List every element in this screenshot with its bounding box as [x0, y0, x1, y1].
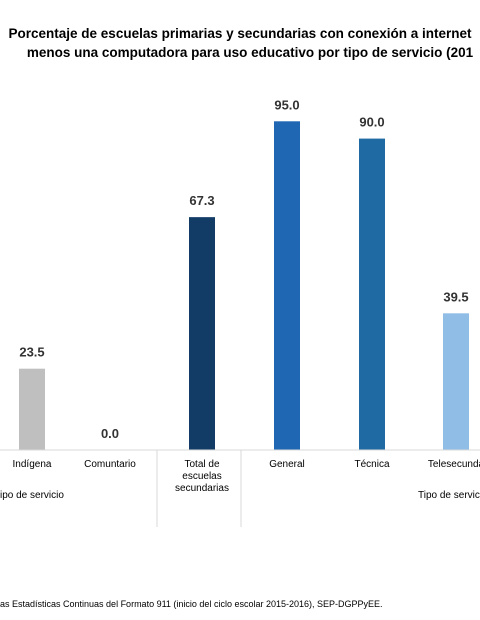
x-axis — [0, 449, 480, 527]
value-label-5: 39.5 — [443, 289, 468, 304]
bar-4 — [359, 138, 385, 450]
category-label-4-0: Técnica — [354, 459, 389, 470]
bar-0 — [19, 368, 45, 450]
category-label-3-0: General — [269, 459, 305, 470]
category-label-1-0: Comuntario — [84, 459, 136, 470]
category-label-5-0: Telesecunda — [428, 459, 480, 470]
value-label-3: 95.0 — [274, 97, 299, 112]
category-label-2-1: escuelas — [182, 471, 221, 482]
value-label-2: 67.3 — [189, 193, 214, 208]
bar-3 — [274, 121, 300, 451]
category-label-0-0: Indígena — [13, 459, 52, 470]
source-note: as Estadísticas Continuas del Formato 91… — [0, 599, 383, 609]
bars-group — [19, 121, 469, 451]
value-label-1: 0.0 — [101, 426, 119, 441]
group-label-secundarias: Tipo de servic — [418, 490, 480, 501]
value-label-4: 90.0 — [359, 115, 384, 130]
group-label-primarias: ipo de servicio — [0, 490, 64, 501]
value-label-0: 23.5 — [19, 345, 44, 360]
chart-title-line-2: menos una computadora para uso educativo… — [27, 45, 474, 60]
chart-title-line-1: Porcentaje de escuelas primarias y secun… — [9, 26, 472, 41]
bar-5 — [443, 313, 469, 450]
value-labels-group: 23.5 0.0 67.3 95.0 90.0 39.5 — [19, 97, 468, 441]
category-labels-group: Indígena Comuntario Total deescuelassecund… — [13, 459, 480, 494]
category-label-2-0: Total de — [184, 459, 219, 470]
category-label-2-2: secundarias — [175, 483, 229, 494]
bar-2 — [189, 217, 215, 450]
